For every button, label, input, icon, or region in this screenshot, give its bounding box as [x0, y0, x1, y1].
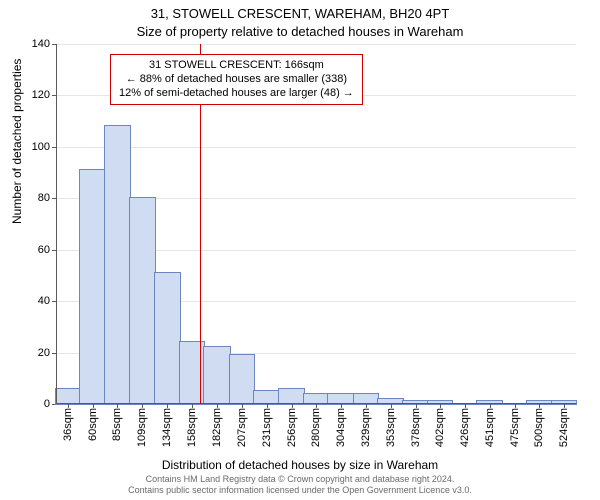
xtick-label: 426sqm	[459, 408, 471, 447]
xtick-label: 524sqm	[558, 408, 570, 447]
plot-inner: 02040608010012014036sqm60sqm85sqm109sqm1…	[56, 44, 576, 404]
xtick-label: 231sqm	[261, 408, 273, 447]
ytick-label: 0	[44, 398, 50, 410]
histogram-bar	[204, 347, 229, 404]
y-axis-line	[56, 44, 57, 404]
histogram-bar	[230, 355, 254, 404]
attribution-line2: Contains public sector information licen…	[0, 485, 600, 496]
plot-area: 02040608010012014036sqm60sqm85sqm109sqm1…	[56, 44, 576, 404]
info-box-line3: 12% of semi-detached houses are larger (…	[119, 87, 354, 101]
xtick-label: 182sqm	[211, 408, 223, 447]
ytick-label: 120	[32, 89, 50, 101]
xtick-label: 353sqm	[385, 408, 397, 447]
histogram-bar	[130, 198, 154, 404]
x-axis-label: Distribution of detached houses by size …	[0, 458, 600, 472]
xtick-label: 280sqm	[310, 408, 322, 447]
xtick-label: 475sqm	[509, 408, 521, 447]
ytick-mark	[52, 404, 56, 405]
xtick-label: 85sqm	[111, 408, 123, 441]
xtick-label: 500sqm	[533, 408, 545, 447]
chart-title-main: 31, STOWELL CRESCENT, WAREHAM, BH20 4PT	[0, 6, 600, 21]
histogram-bar	[80, 170, 104, 404]
xtick-label: 304sqm	[335, 408, 347, 447]
xtick-label: 402sqm	[434, 408, 446, 447]
xtick-label: 207sqm	[236, 408, 248, 447]
chart-title-sub: Size of property relative to detached ho…	[0, 24, 600, 39]
ytick-label: 80	[38, 192, 50, 204]
ytick-label: 60	[38, 244, 50, 256]
info-box: 31 STOWELL CRESCENT: 166sqm← 88% of deta…	[110, 54, 363, 105]
xtick-label: 256sqm	[286, 408, 298, 447]
xtick-label: 329sqm	[360, 408, 372, 447]
ytick-label: 20	[38, 347, 50, 359]
ytick-label: 40	[38, 295, 50, 307]
x-axis-line	[56, 403, 576, 404]
ytick-label: 140	[32, 38, 50, 50]
histogram-bar	[279, 389, 303, 404]
attribution-line1: Contains HM Land Registry data © Crown c…	[0, 474, 600, 485]
histogram-bar	[105, 126, 130, 404]
histogram-bar	[56, 389, 80, 404]
y-axis-label: Number of detached properties	[10, 59, 24, 224]
grid-line	[56, 147, 576, 148]
histogram-bar	[155, 273, 180, 404]
grid-line	[56, 44, 576, 45]
ytick-label: 100	[32, 141, 50, 153]
xtick-label: 109sqm	[136, 408, 148, 447]
xtick-label: 36sqm	[62, 408, 74, 441]
xtick-label: 158sqm	[186, 408, 198, 447]
attribution-text: Contains HM Land Registry data © Crown c…	[0, 474, 600, 496]
xtick-label: 451sqm	[484, 408, 496, 447]
xtick-label: 134sqm	[161, 408, 173, 447]
chart-container: 31, STOWELL CRESCENT, WAREHAM, BH20 4PT …	[0, 0, 600, 500]
info-box-line1: 31 STOWELL CRESCENT: 166sqm	[119, 59, 354, 73]
info-box-line2: ← 88% of detached houses are smaller (33…	[119, 73, 354, 87]
xtick-label: 378sqm	[410, 408, 422, 447]
xtick-label: 60sqm	[87, 408, 99, 441]
